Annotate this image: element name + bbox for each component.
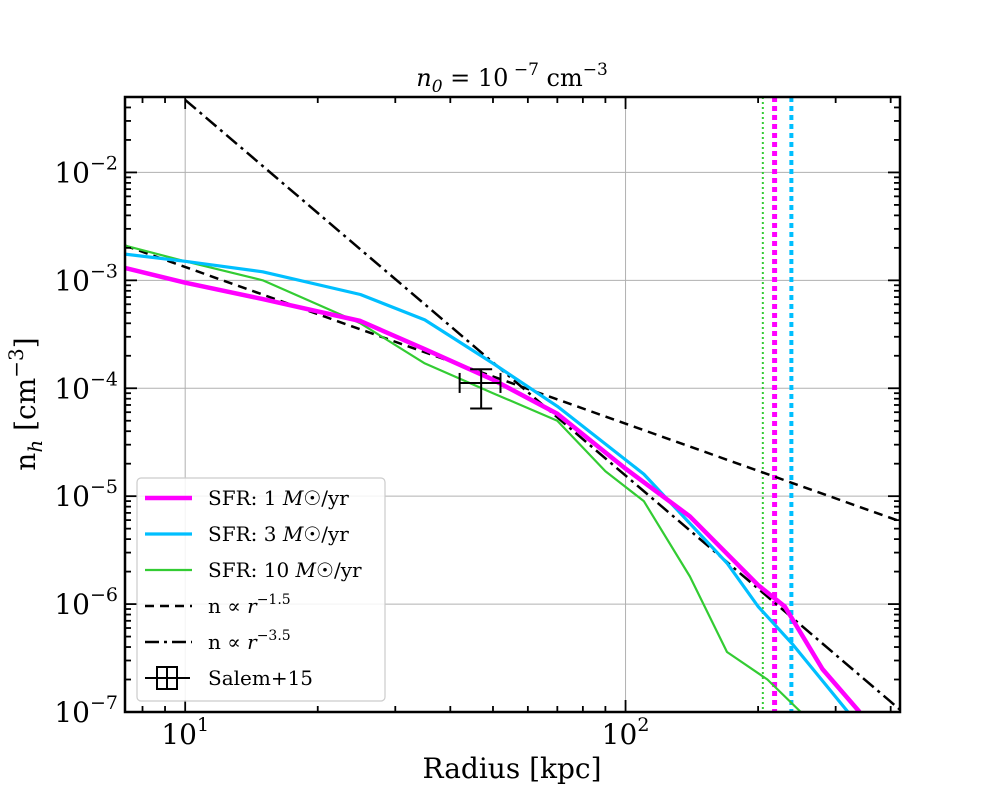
y-tick-label: 10−6 [54, 584, 118, 621]
y-tick-label: 10−3 [54, 260, 118, 297]
y-tick-label: 10−2 [54, 152, 118, 189]
legend: SFR: 1 M☉/yr SFR: 3 M☉/yr SFR: 10 M☉/yr n ∝… [136, 477, 386, 702]
y-tick-label: 10−4 [54, 368, 118, 405]
series-line [125, 244, 802, 712]
chart-title: n0 = 10 −7 cm−3 [416, 60, 608, 97]
series-line [125, 244, 900, 523]
y-axis-label: nh [cm−3] [4, 337, 47, 470]
legend-swatch [156, 666, 178, 690]
legend-label: SFR: 10 M☉/yr [208, 558, 362, 582]
y-tick-labels: 10−7 10−6 10−5 10−4 10−3 10−2 [54, 152, 118, 729]
legend-label: n ∝ r−1.5 [208, 592, 291, 618]
series-group [125, 97, 900, 712]
x-tick-labels: 101 102 [161, 714, 649, 751]
x-tick-label: 101 [161, 714, 209, 751]
y-tick-label: 10−5 [54, 476, 118, 513]
legend-label: SFR: 3 M☉/yr [208, 522, 349, 546]
legend-label: n ∝ r−3.5 [208, 628, 291, 654]
legend-box [136, 477, 386, 702]
legend-label: Salem+15 [208, 666, 313, 690]
legend-label: SFR: 1 M☉/yr [208, 486, 349, 510]
x-axis-label: Radius [kpc] [422, 752, 601, 785]
plot-frame [123, 95, 902, 714]
series-line [125, 265, 862, 712]
series-line [125, 252, 850, 712]
x-tick-label: 102 [602, 714, 650, 751]
y-tick-label: 10−7 [54, 692, 118, 729]
